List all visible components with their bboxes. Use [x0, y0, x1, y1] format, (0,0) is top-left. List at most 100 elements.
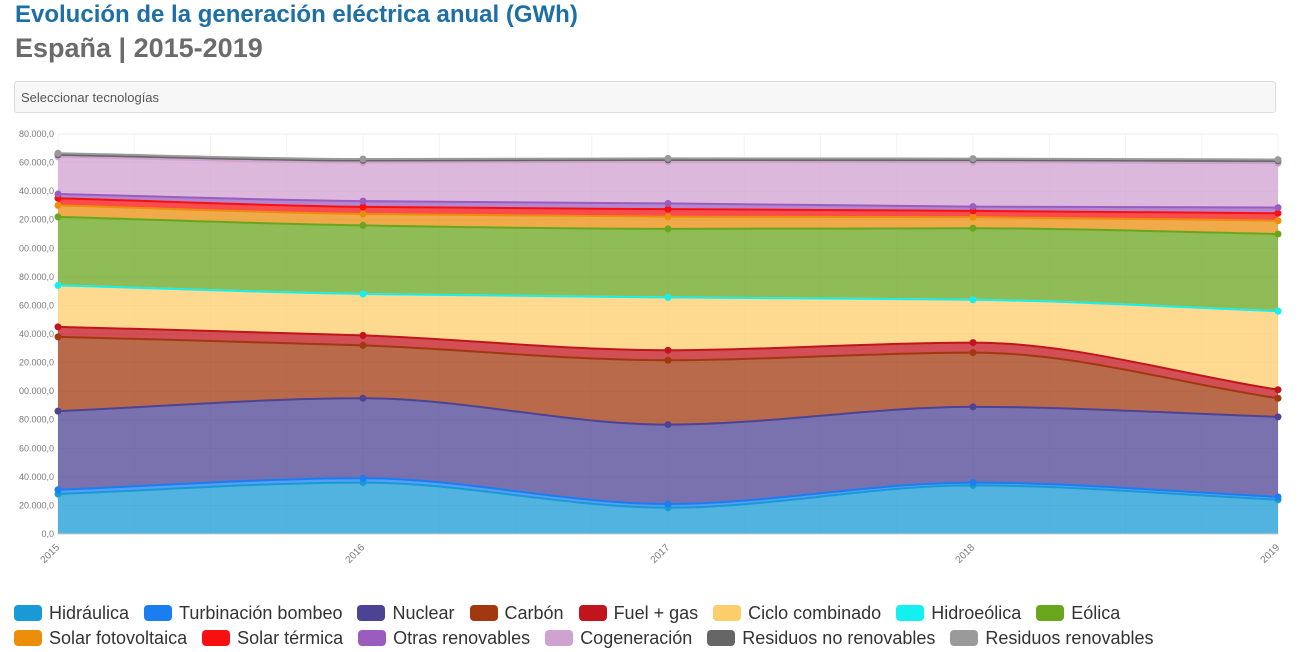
legend-item-solar-termica[interactable]: Solar térmica — [202, 626, 343, 650]
legend-item-otras-renovables[interactable]: Otras renovables — [358, 626, 530, 650]
legend-item-solar-fotovoltaica[interactable]: Solar fotovoltaica — [14, 626, 187, 650]
point-otras-renovables[interactable] — [969, 203, 977, 211]
legend-item-residuos-no-renovables[interactable]: Residuos no renovables — [707, 626, 935, 650]
legend-swatch — [1036, 605, 1065, 621]
point-residuos-renovables[interactable] — [54, 149, 62, 157]
point-nuclear[interactable] — [54, 407, 62, 415]
legend-label: Residuos renovables — [985, 627, 1154, 648]
point-turbinacion-bombeo[interactable] — [1274, 493, 1282, 501]
point-fuel-gas[interactable] — [664, 346, 672, 354]
area-eolica[interactable] — [58, 216, 1278, 312]
y-tick-label: 20.000,0 — [19, 500, 54, 510]
point-otras-renovables[interactable] — [664, 199, 672, 207]
legend-item-eolica[interactable]: Eólica — [1036, 601, 1120, 625]
point-hidroeolica[interactable] — [664, 293, 672, 301]
point-otras-renovables[interactable] — [359, 197, 367, 205]
legend-label: Cogeneración — [580, 627, 693, 648]
point-turbinacion-bombeo[interactable] — [359, 474, 367, 482]
point-eolica[interactable] — [1274, 230, 1282, 238]
point-residuos-renovables[interactable] — [969, 155, 977, 163]
point-eolica[interactable] — [359, 221, 367, 229]
legend-swatch — [578, 605, 607, 621]
legend-item-hidraulica[interactable]: Hidráulica — [14, 601, 129, 625]
point-residuos-renovables[interactable] — [359, 155, 367, 163]
legend-label: Hidroeólica — [931, 602, 1022, 623]
y-tick-label: 20.000,0 — [19, 358, 54, 368]
point-solar-fotovoltaica[interactable] — [359, 210, 367, 218]
legend-swatch — [144, 605, 173, 621]
point-turbinacion-bombeo[interactable] — [664, 500, 672, 508]
point-fuel-gas[interactable] — [969, 339, 977, 347]
point-eolica[interactable] — [54, 213, 62, 221]
y-tick-label: 00.000,0 — [19, 243, 54, 253]
area-cogeneracion[interactable] — [58, 156, 1278, 208]
area-ciclo-combinado[interactable] — [58, 285, 1278, 390]
point-solar-fotovoltaica[interactable] — [969, 213, 977, 221]
point-residuos-renovables[interactable] — [664, 154, 672, 162]
legend-label: Solar fotovoltaica — [49, 627, 188, 648]
point-hidroeolica[interactable] — [969, 296, 977, 304]
legend-label: Hidráulica — [49, 602, 130, 623]
legend-item-carbon[interactable]: Carbón — [469, 601, 564, 625]
technology-selector[interactable]: Seleccionar tecnologías — [14, 81, 1276, 113]
point-otras-renovables[interactable] — [54, 190, 62, 198]
y-tick-label: 40.000,0 — [19, 329, 54, 339]
legend-label: Ciclo combinado — [748, 602, 882, 623]
point-fuel-gas[interactable] — [1274, 386, 1282, 394]
point-solar-fotovoltaica[interactable] — [664, 213, 672, 221]
point-solar-termica[interactable] — [359, 203, 367, 211]
point-otras-renovables[interactable] — [1274, 204, 1282, 212]
y-tick-label: 60.000,0 — [19, 443, 54, 453]
legend-swatch — [896, 605, 925, 621]
point-fuel-gas[interactable] — [359, 331, 367, 339]
point-solar-termica[interactable] — [1274, 209, 1282, 217]
point-nuclear[interactable] — [1274, 413, 1282, 421]
x-tick-label: 2019 — [1259, 542, 1283, 566]
point-turbinacion-bombeo[interactable] — [969, 479, 977, 487]
axes: 0,0 20.000,0 40.000,0 60.000,0 80.000,0 00.00… — [19, 129, 1282, 566]
legend-swatch — [202, 630, 231, 646]
legend-item-hidroeolica[interactable]: Hidroeólica — [896, 601, 1021, 625]
point-solar-fotovoltaica[interactable] — [1274, 217, 1282, 225]
point-eolica[interactable] — [969, 224, 977, 232]
y-tick-label: 20.000,0 — [19, 215, 54, 225]
legend-item-residuos-renovables[interactable]: Residuos renovables — [950, 626, 1154, 650]
legend-label: Nuclear — [392, 602, 455, 623]
legend-swatch — [713, 605, 742, 621]
legend-item-fuel-gas[interactable]: Fuel + gas — [578, 601, 698, 625]
point-eolica[interactable] — [664, 225, 672, 233]
point-carbon[interactable] — [969, 349, 977, 357]
legend-item-cogeneracion[interactable]: Cogeneración — [545, 626, 692, 650]
point-solar-fotovoltaica[interactable] — [54, 201, 62, 209]
legend-label: Turbinación bombeo — [179, 602, 343, 623]
legend-item-ciclo-combinado[interactable]: Ciclo combinado — [713, 601, 881, 625]
legend-item-turbinacion-bombeo[interactable]: Turbinación bombeo — [144, 601, 342, 625]
technology-selector-placeholder: Seleccionar tecnologías — [21, 90, 160, 105]
x-tick-label: 2016 — [344, 542, 368, 566]
x-tick-label: 2015 — [39, 542, 63, 566]
point-residuos-renovables[interactable] — [1274, 156, 1282, 164]
legend-swatch — [14, 605, 42, 621]
point-nuclear[interactable] — [664, 421, 672, 429]
point-hidroeolica[interactable] — [359, 290, 367, 298]
legend-swatch — [469, 605, 498, 621]
point-carbon[interactable] — [1274, 394, 1282, 402]
point-carbon[interactable] — [359, 341, 367, 349]
point-nuclear[interactable] — [969, 403, 977, 411]
y-tick-label: 40.000,0 — [19, 472, 54, 482]
point-fuel-gas[interactable] — [54, 323, 62, 331]
chart-subtitle: España | 2015-2019 — [15, 33, 263, 63]
point-turbinacion-bombeo[interactable] — [54, 486, 62, 494]
point-solar-termica[interactable] — [664, 205, 672, 213]
point-nuclear[interactable] — [359, 394, 367, 402]
point-hidroeolica[interactable] — [54, 281, 62, 289]
y-tick-label: 60.000,0 — [19, 300, 54, 310]
area-carbon[interactable] — [58, 336, 1278, 425]
point-carbon[interactable] — [54, 333, 62, 341]
legend-swatch — [358, 630, 387, 646]
point-carbon[interactable] — [664, 356, 672, 364]
y-tick-label: 80.000,0 — [19, 129, 54, 139]
legend-item-nuclear[interactable]: Nuclear — [357, 601, 455, 625]
legend: Hidráulica Turbinación bombeo Nuclear Carbó… — [14, 601, 1294, 650]
point-hidroeolica[interactable] — [1274, 307, 1282, 315]
